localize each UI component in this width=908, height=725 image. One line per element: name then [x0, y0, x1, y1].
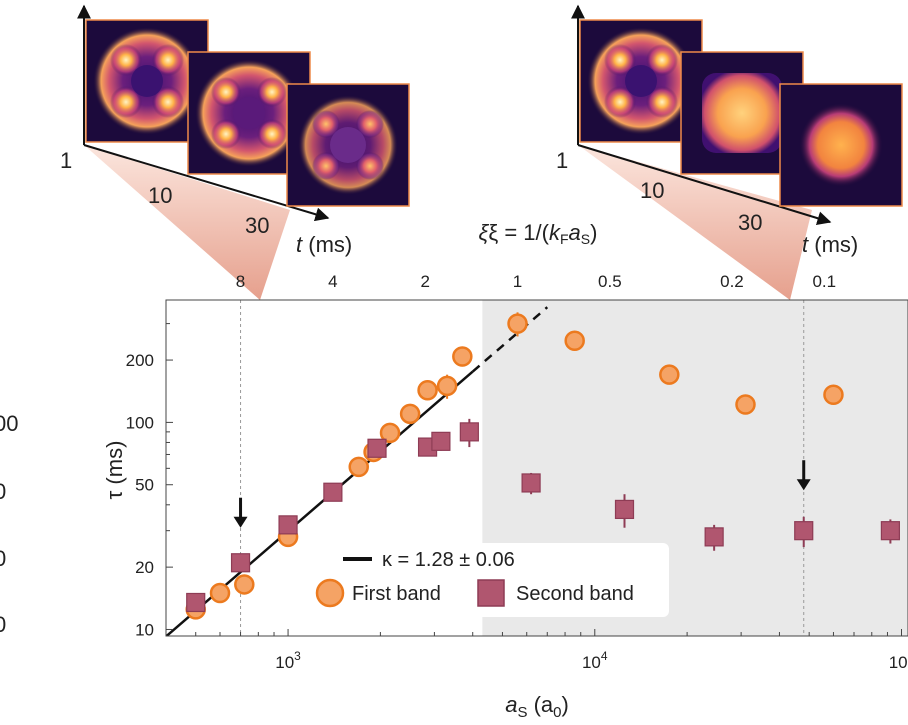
second-band-point — [880, 521, 900, 541]
inset-tick: 30 — [245, 213, 269, 238]
first-band-point — [209, 582, 231, 604]
y-tick-label: 10 — [135, 620, 154, 639]
legend-first-label: First band — [352, 583, 441, 605]
clipped-label: 0 — [0, 546, 6, 571]
arrow-head — [796, 479, 811, 491]
first-band-point — [436, 375, 458, 397]
inset-cone — [578, 145, 812, 300]
top-tick-label: 0.2 — [720, 272, 744, 291]
inset-tick: 10 — [148, 183, 172, 208]
second-band-point — [704, 527, 724, 547]
top-tick-label: 0.5 — [598, 272, 622, 291]
inset-axis-label: t (ms) — [296, 232, 352, 257]
second-band-point — [278, 515, 298, 535]
top-tick-label: 4 — [328, 272, 337, 291]
clipped-label: 0 — [0, 612, 6, 637]
legend-second-label: Second band — [516, 583, 634, 605]
y-tick-label: 50 — [135, 476, 154, 495]
first-band-point — [417, 379, 438, 401]
legend-second-swatch — [477, 579, 505, 607]
first-band-point — [823, 384, 844, 405]
arrows — [233, 460, 811, 528]
x-tick-label: 105 — [889, 649, 908, 672]
second-band-inset: 1 10 30 t (ms) — [556, 4, 903, 300]
second-band-point — [367, 438, 387, 458]
x-tick-label: 103 — [275, 649, 301, 672]
second-band-point — [459, 422, 479, 442]
inset-tick: 30 — [738, 210, 762, 235]
clipped-label: 00 — [0, 411, 18, 436]
data-markers — [185, 313, 900, 620]
y-axis-ticks: 10 20 50 100 200 — [126, 323, 173, 639]
second-band-point — [431, 431, 451, 451]
second-band-point — [230, 553, 251, 573]
first-band-point — [507, 313, 528, 334]
top-tick-label: 1 — [513, 272, 522, 291]
clipped-left-axis: 00 0 0 0 — [0, 411, 18, 637]
first-band-point — [735, 394, 756, 415]
inset-frame — [779, 83, 903, 207]
clipped-label: 0 — [0, 479, 6, 504]
inset-tick: 10 — [640, 178, 664, 203]
first-band-point — [234, 574, 255, 595]
first-band-point — [659, 364, 680, 385]
plot-area: 10 20 50 100 200 103 104 105 — [126, 299, 908, 672]
y-tick-label: 200 — [126, 351, 154, 370]
top-tick-label: 8 — [236, 272, 245, 291]
inset-tick: 1 — [60, 148, 72, 173]
first-band-point — [399, 403, 421, 425]
fit-line-dashed — [471, 306, 549, 373]
inset-time-axis — [577, 144, 832, 226]
inset-tick: 1 — [556, 148, 568, 173]
top-tick-label: 2 — [420, 272, 429, 291]
inset-frame — [286, 83, 410, 207]
second-band-point — [614, 499, 635, 520]
x-axis-ticks: 103 104 105 — [165, 629, 908, 672]
legend: κ = 1.28 ± 0.06 First band Second band — [315, 543, 669, 617]
first-band-point — [564, 330, 585, 351]
second-band-point — [521, 473, 541, 493]
inset-frame — [579, 19, 703, 143]
legend-first-swatch — [315, 578, 345, 608]
x-tick-label: 104 — [582, 649, 608, 672]
arrow-head — [233, 516, 248, 528]
top-tick-label: 0.1 — [812, 272, 836, 291]
inset-cone — [84, 145, 290, 300]
second-band-point — [323, 482, 343, 502]
second-band-point — [186, 592, 206, 613]
y-axis-label: τ (ms) — [102, 441, 127, 500]
x-axis-label: aS (a0) — [505, 692, 569, 721]
first-band-inset: 1 10 30 t (ms) — [60, 4, 410, 300]
first-band-point — [348, 456, 369, 478]
first-band-point — [452, 346, 473, 367]
top-axis-ticks: 8 4 2 1 0.5 0.2 0.1 — [236, 272, 836, 291]
legend-fit-label: κ = 1.28 ± 0.06 — [382, 549, 515, 571]
top-axis-label: ξξ = 1/(kFaS) — [479, 220, 598, 247]
y-tick-label: 20 — [135, 558, 154, 577]
y-tick-label: 100 — [126, 413, 154, 432]
second-band-point — [794, 521, 814, 541]
first-band-point — [379, 422, 401, 444]
inset-axis-label: t (ms) — [802, 232, 858, 257]
